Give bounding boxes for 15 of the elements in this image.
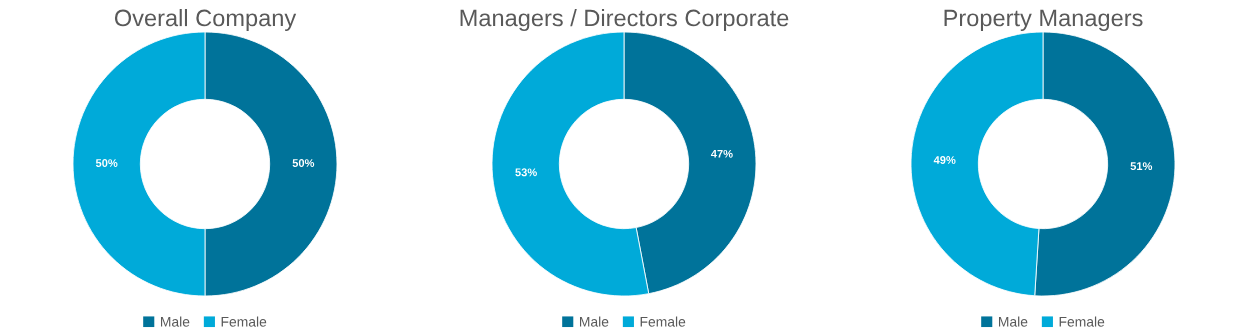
- legend-label: Female: [221, 316, 267, 327]
- legend-label: Male: [998, 316, 1028, 327]
- legend-label: Female: [640, 316, 686, 327]
- chart-title: Property Managers: [944, 9, 1143, 31]
- data-label: 50%: [95, 159, 118, 167]
- data-label: 47%: [710, 149, 733, 158]
- legend-label: Female: [1059, 316, 1105, 327]
- legend-label: Male: [160, 316, 190, 327]
- data-label: 51%: [1130, 162, 1153, 171]
- chart-title: Managers / Directors Corporate: [460, 9, 789, 31]
- data-label: 53%: [515, 168, 537, 177]
- data-label: 49%: [933, 156, 956, 164]
- legend-label: Male: [579, 316, 609, 327]
- chart-title: Overall Company: [114, 9, 297, 31]
- data-label: 50%: [292, 159, 315, 167]
